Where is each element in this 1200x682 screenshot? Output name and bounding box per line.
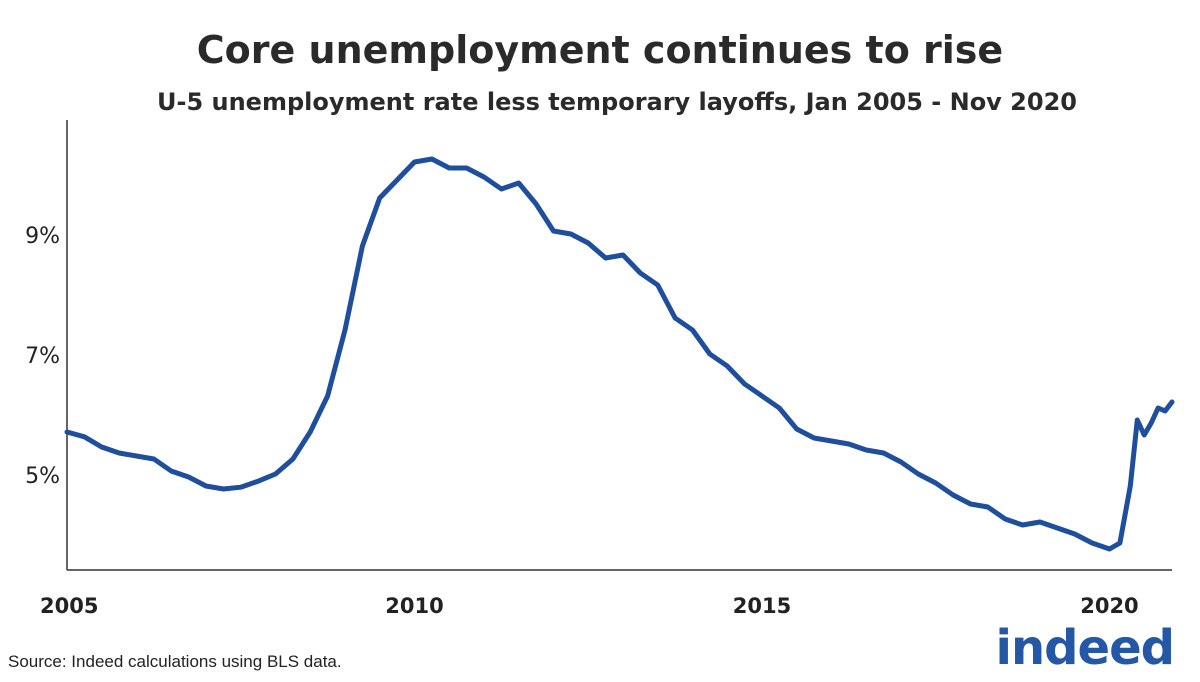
tick-labels: 5% 7% 9% 2005 2010 2015 2020 bbox=[25, 224, 1139, 618]
indeed-logo: indeed bbox=[995, 620, 1175, 676]
source-note: Source: Indeed calculations using BLS da… bbox=[8, 652, 342, 671]
x-tick-label: 2010 bbox=[385, 594, 443, 618]
chart-subtitle: U-5 unemployment rate less temporary lay… bbox=[157, 88, 1077, 116]
chart-title: Core unemployment continues to rise bbox=[196, 28, 1004, 72]
logo-text: indeed bbox=[995, 620, 1175, 676]
x-tick-label: 2005 bbox=[40, 594, 98, 618]
x-tick-label: 2020 bbox=[1080, 594, 1138, 618]
series-line bbox=[64, 156, 1175, 552]
series-lines bbox=[64, 156, 1175, 552]
y-tick-label: 9% bbox=[25, 224, 60, 249]
y-tick-label: 7% bbox=[25, 344, 60, 369]
x-tick-label: 2015 bbox=[733, 594, 791, 618]
y-tick-label: 5% bbox=[25, 464, 60, 489]
chart-axes bbox=[66, 120, 1172, 571]
